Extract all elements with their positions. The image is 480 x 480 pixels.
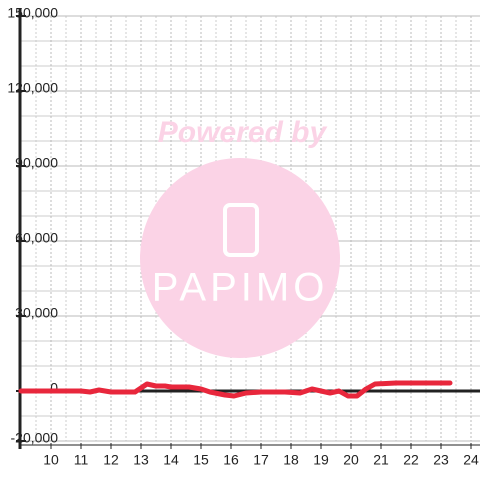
y-tick-label: 60,000 (15, 230, 58, 246)
watermark-logo: PAPIMO (152, 266, 329, 310)
x-tick-label: 17 (253, 452, 269, 468)
x-tick-label: 23 (433, 452, 449, 468)
y-tick-label: 150,000 (7, 5, 58, 21)
x-tick-label: 13 (133, 452, 149, 468)
x-tick-label: 12 (103, 452, 119, 468)
watermark-circle (140, 158, 340, 358)
watermark-text: Powered by (158, 116, 328, 149)
x-tick-label: 14 (163, 452, 179, 468)
x-tick-label: 20 (343, 452, 359, 468)
watermark-icon (223, 203, 259, 257)
x-tick-label: 18 (283, 452, 299, 468)
y-tick-label: 30,000 (15, 305, 58, 321)
x-tick-label: 10 (43, 452, 59, 468)
x-tick-label: 24 (463, 452, 479, 468)
line (18, 380, 453, 399)
x-tick-label: 22 (403, 452, 419, 468)
x-tick-label: 15 (193, 452, 209, 468)
x-tick-label: 19 (313, 452, 329, 468)
watermark: Powered by PAPIMO (140, 116, 340, 358)
y-tick-label: 90,000 (15, 155, 58, 171)
y-tick-label: 120,000 (7, 80, 58, 96)
x-tick-label: 11 (74, 452, 89, 468)
x-tick-label: 16 (223, 452, 239, 468)
y-tick-label: 0 (50, 380, 58, 396)
y-tick-label: -20,000 (11, 430, 59, 446)
x-tick-label: 21 (373, 452, 389, 468)
